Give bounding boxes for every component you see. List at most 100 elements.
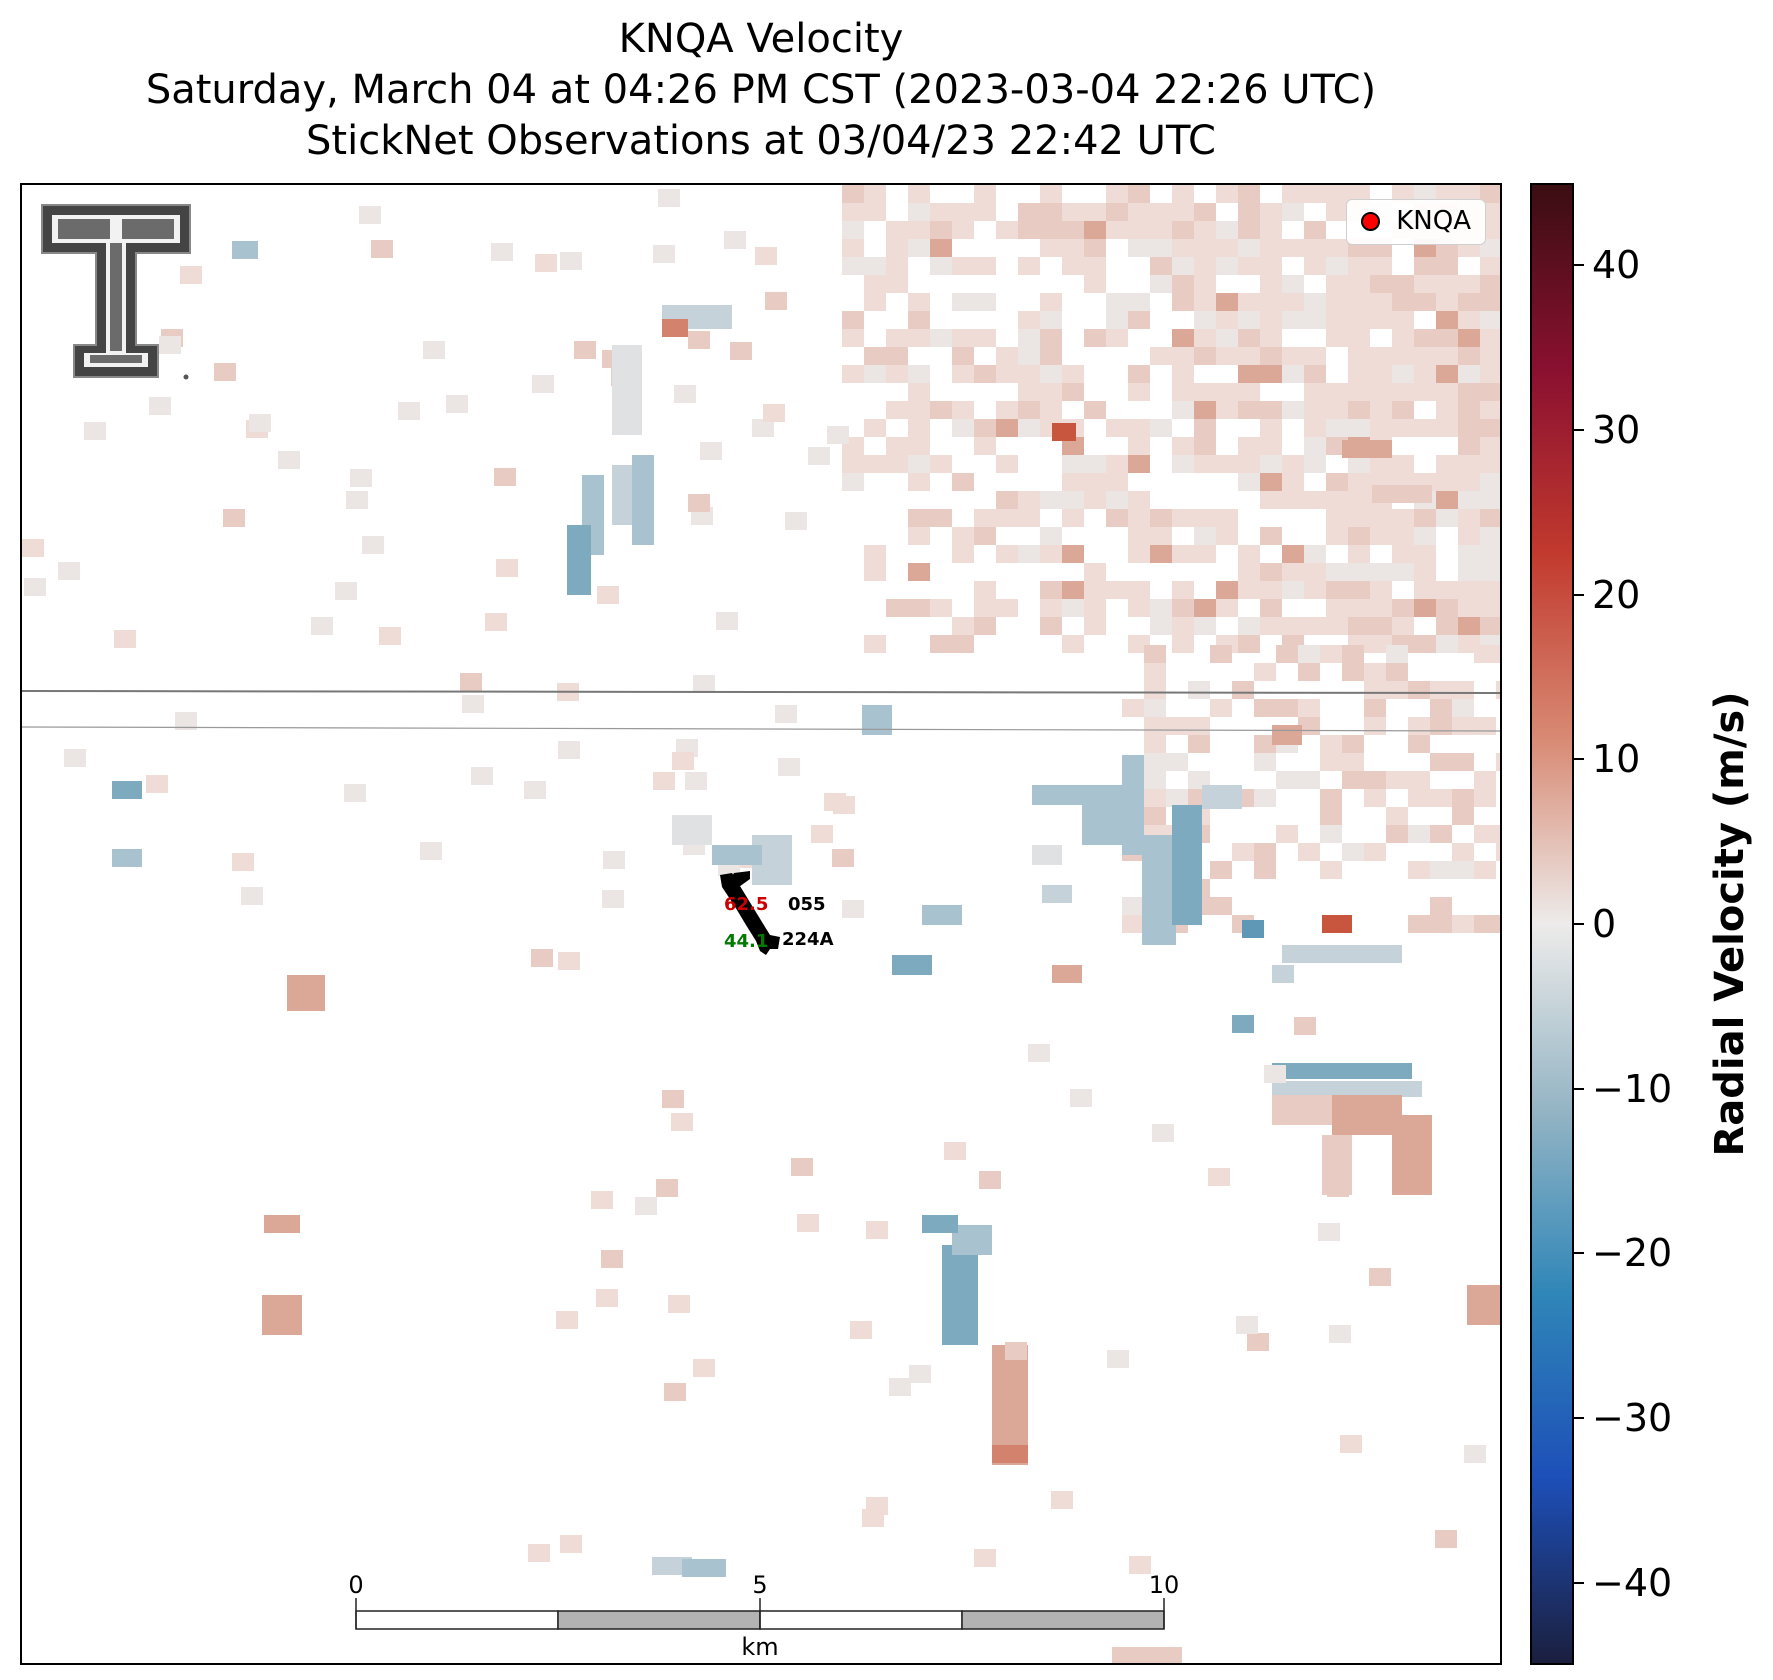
velocity-pixel xyxy=(1216,401,1238,419)
velocity-pixel xyxy=(1238,257,1260,275)
velocity-pixel xyxy=(1304,419,1326,437)
velocity-pixel xyxy=(996,365,1018,383)
velocity-pixel xyxy=(597,586,619,604)
velocity-pixel xyxy=(864,203,886,221)
velocity-pixel xyxy=(1144,789,1166,807)
velocity-pixel xyxy=(1128,491,1150,509)
velocity-pixel xyxy=(1282,455,1304,473)
velocity-pixel xyxy=(1370,401,1392,419)
velocity-pixel xyxy=(1172,635,1194,653)
velocity-pixel xyxy=(866,1221,888,1239)
velocity-pixel xyxy=(1408,915,1430,933)
velocity-pixel xyxy=(1238,401,1260,419)
velocity-pixel xyxy=(1084,401,1106,419)
velocity-pixel xyxy=(1320,861,1342,879)
velocity-pixel xyxy=(1276,771,1298,789)
velocity-pixel xyxy=(1480,185,1500,203)
velocity-pixel xyxy=(1304,383,1326,401)
velocity-pixel xyxy=(1194,545,1216,563)
radar-canvas: 0 5 10 km 62.5 055 44.1 224A xyxy=(22,185,1500,1663)
velocity-pixel xyxy=(1276,699,1298,717)
velocity-pixel xyxy=(1370,293,1392,311)
velocity-pixel xyxy=(1304,545,1326,563)
velocity-pixel xyxy=(1018,347,1040,365)
velocity-pixel xyxy=(1150,419,1172,437)
velocity-pixel xyxy=(908,527,930,545)
velocity-pixel xyxy=(1128,311,1150,329)
velocity-pixel xyxy=(1452,789,1474,807)
velocity-pixel xyxy=(1254,861,1276,879)
velocity-pixel xyxy=(1436,293,1458,311)
velocity-pixel xyxy=(1188,717,1210,735)
velocity-pixel xyxy=(1392,563,1414,581)
velocity-pixel xyxy=(1474,789,1496,807)
velocity-pixel xyxy=(1238,185,1260,203)
velocity-pixel xyxy=(1272,965,1294,983)
velocity-pixel xyxy=(1348,599,1370,617)
velocity-pixel xyxy=(1414,329,1436,347)
colorbar-tick-label: 0 xyxy=(1592,902,1617,946)
velocity-pixel xyxy=(1272,1063,1412,1079)
velocity-pixel xyxy=(494,468,516,486)
velocity-pixel xyxy=(1172,239,1194,257)
velocity-pixel xyxy=(1430,915,1452,933)
velocity-pixel xyxy=(730,342,752,360)
velocity-pixel xyxy=(1458,599,1480,617)
velocity-pixel xyxy=(930,509,952,527)
velocity-pixel xyxy=(1348,617,1370,635)
velocity-pixel xyxy=(1238,221,1260,239)
velocity-pixel xyxy=(1348,401,1370,419)
velocity-pixel xyxy=(930,221,952,239)
velocity-pixel xyxy=(1084,455,1106,473)
velocity-pixel xyxy=(1436,617,1458,635)
velocity-pixel xyxy=(672,752,694,770)
velocity-pixel xyxy=(574,341,596,359)
velocity-pixel xyxy=(1370,563,1392,581)
velocity-pixel xyxy=(693,1359,715,1377)
velocity-pixel xyxy=(1392,527,1414,545)
velocity-pixel xyxy=(1194,437,1216,455)
velocity-pixel xyxy=(1018,491,1040,509)
colorbar-tick-label: −40 xyxy=(1592,1560,1673,1605)
velocity-pixel xyxy=(1414,365,1436,383)
velocity-pixel xyxy=(752,419,774,437)
radar-map[interactable]: 0 5 10 km 62.5 055 44.1 224A KNQA xyxy=(20,183,1502,1665)
velocity-pixel xyxy=(952,635,974,653)
velocity-pixel xyxy=(886,257,908,275)
velocity-pixel xyxy=(1370,455,1392,473)
velocity-pixel xyxy=(763,404,785,422)
velocity-pixel xyxy=(1496,915,1500,933)
velocity-pixel xyxy=(1106,473,1128,491)
velocity-pixel xyxy=(1084,563,1106,581)
velocity-pixel xyxy=(1172,203,1194,221)
velocity-pixel xyxy=(1112,1647,1182,1663)
velocity-pixel xyxy=(1348,455,1370,473)
velocity-pixel xyxy=(1062,509,1084,527)
velocity-pixels xyxy=(22,185,1500,1663)
velocity-pixel xyxy=(1326,293,1348,311)
velocity-pixel xyxy=(249,414,271,432)
velocity-pixel xyxy=(1260,419,1282,437)
velocity-pixel xyxy=(930,257,952,275)
velocity-pixel xyxy=(287,975,325,1011)
velocity-pixel xyxy=(942,1245,978,1345)
velocity-pixel xyxy=(1392,311,1414,329)
velocity-pixel xyxy=(1282,401,1304,419)
velocity-pixel xyxy=(1480,401,1500,419)
velocity-pixel xyxy=(1304,563,1326,581)
velocity-pixel xyxy=(22,539,44,557)
velocity-pixel xyxy=(842,221,864,239)
velocity-pixel xyxy=(1370,509,1392,527)
velocity-pixel xyxy=(1430,825,1452,843)
velocity-pixel xyxy=(180,266,202,284)
velocity-pixel xyxy=(1436,365,1458,383)
velocity-pixel xyxy=(1326,617,1348,635)
velocity-pixel xyxy=(1408,717,1430,735)
velocity-pixel xyxy=(974,419,996,437)
velocity-pixel xyxy=(344,784,366,802)
velocity-pixel xyxy=(1392,365,1414,383)
velocity-pixel xyxy=(892,955,932,975)
velocity-pixel xyxy=(58,562,80,580)
velocity-pixel xyxy=(1018,545,1040,563)
velocity-pixel xyxy=(1430,753,1452,771)
